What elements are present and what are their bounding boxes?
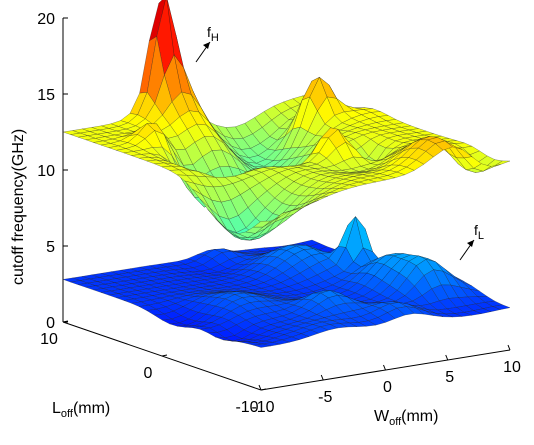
z-tick-label: 15 [37,87,55,104]
x-tick-mark [258,384,262,391]
series-label-fh: fH [207,24,219,44]
annotations [195,41,475,261]
series-label-fl-main: f [474,222,478,238]
z-tick-label: 5 [46,239,55,256]
x-tick-mark [507,344,511,351]
x-tick-label: -5 [318,389,332,406]
x-tick-label: -10 [251,399,274,416]
x-axis-label-sub: off [389,416,402,428]
series-label-fl-sub: L [477,230,485,242]
x-tick-label: 10 [503,359,521,376]
x-axis-label-unit: (mm) [401,408,439,425]
y-tick-mark [62,320,69,323]
surface-f-l [62,215,511,348]
x-axis-label-main: W [374,408,390,425]
x-tick-mark [445,354,449,361]
z-tick-label: 0 [46,315,55,332]
series-label-fl: fL [474,222,484,242]
y-axis-label-main: L [52,400,61,417]
y-tick-mark [260,388,267,391]
x-axis-label: Woff(mm) [374,408,438,428]
y-tick-label: 10 [40,331,58,348]
surface-f-h [62,0,511,241]
surface-f-h-patch [252,220,272,228]
y-axis-label-sub: off [60,408,73,420]
series-label-fh-main: f [207,24,211,40]
y-tick-label: 0 [144,365,153,382]
y-tick-mark [161,354,168,357]
x-tick-mark [383,364,386,371]
y-tick-label: -10 [235,399,258,416]
series-label-fh-sub: H [210,32,219,44]
x-tick-label: 0 [383,379,392,396]
y-axis-label: Loff(mm) [52,400,110,420]
x-tick-label: 5 [445,369,454,386]
x-tick-mark [320,374,324,381]
y-axis-label-unit: (mm) [72,400,111,417]
arrowhead-fh [203,42,210,49]
arrowhead-fl [467,240,474,247]
z-axis-label: cutoff frequency(GHz) [10,128,27,285]
z-tick-label: 10 [37,163,55,180]
z-tick-label: 20 [37,11,55,28]
surface-f-l-patch [253,343,271,348]
